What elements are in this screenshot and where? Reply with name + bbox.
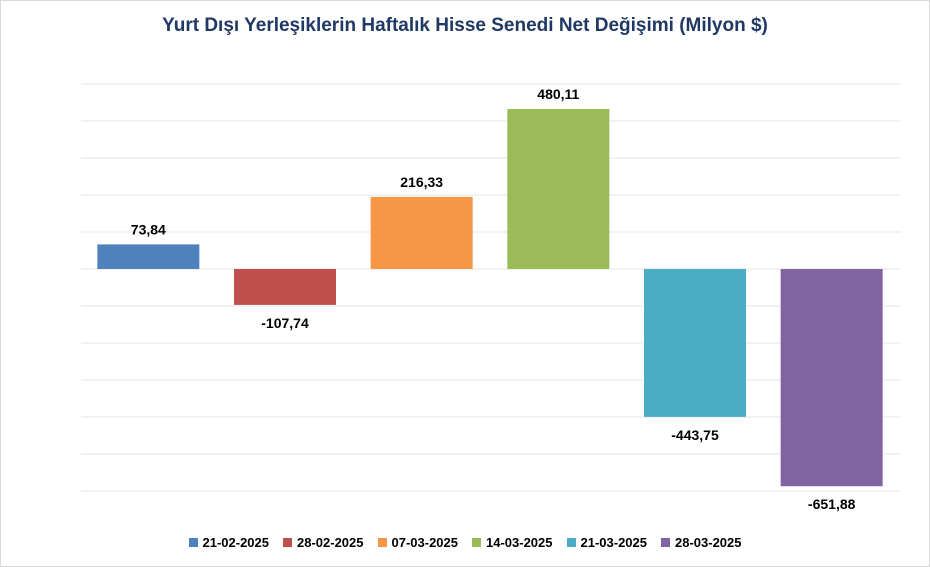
legend-label: 07-03-2025 <box>391 535 459 550</box>
chart-title: Yurt Dışı Yerleşiklerin Haftalık Hisse S… <box>162 15 768 36</box>
legend-item: 28-02-2025 <box>283 535 364 550</box>
bar-07-03-2025 <box>370 196 473 269</box>
legend-swatch <box>566 538 576 547</box>
legend-swatch <box>283 538 292 547</box>
data-label: -651,88 <box>808 496 856 512</box>
legend-label: 28-03-2025 <box>675 535 742 550</box>
legend-label: 28-02-2025 <box>297 535 364 550</box>
legend: 21-02-2025 28-02-2025 07-03-2025 14-03-2025… <box>1 535 929 550</box>
legend-label: 14-03-2025 <box>486 535 553 550</box>
data-label: -107,74 <box>261 315 309 331</box>
bar-21-03-2025 <box>644 269 746 417</box>
legend-label: 21-02-2025 <box>202 535 270 550</box>
legend-item: 21-02-2025 <box>188 535 270 550</box>
data-label: 73,84 <box>131 221 166 237</box>
data-label: -443,75 <box>671 427 719 443</box>
legend-item: 07-03-2025 <box>377 535 459 550</box>
data-label: 480,11 <box>537 86 579 102</box>
data-label: 216,33 <box>400 174 443 190</box>
bar-28-02-2025 <box>234 269 336 305</box>
legend-swatch <box>377 538 387 547</box>
bar-28-03-2025 <box>780 269 883 487</box>
legend-swatch <box>661 538 670 547</box>
legend-swatch <box>472 538 481 547</box>
bar-21-02-2025 <box>97 244 200 269</box>
legend-item: 21-03-2025 <box>566 535 648 550</box>
legend-item: 14-03-2025 <box>472 535 553 550</box>
bar-14-03-2025 <box>507 109 610 269</box>
legend-swatch <box>188 538 198 547</box>
legend-label: 21-03-2025 <box>580 535 648 550</box>
legend-item: 28-03-2025 <box>661 535 742 550</box>
